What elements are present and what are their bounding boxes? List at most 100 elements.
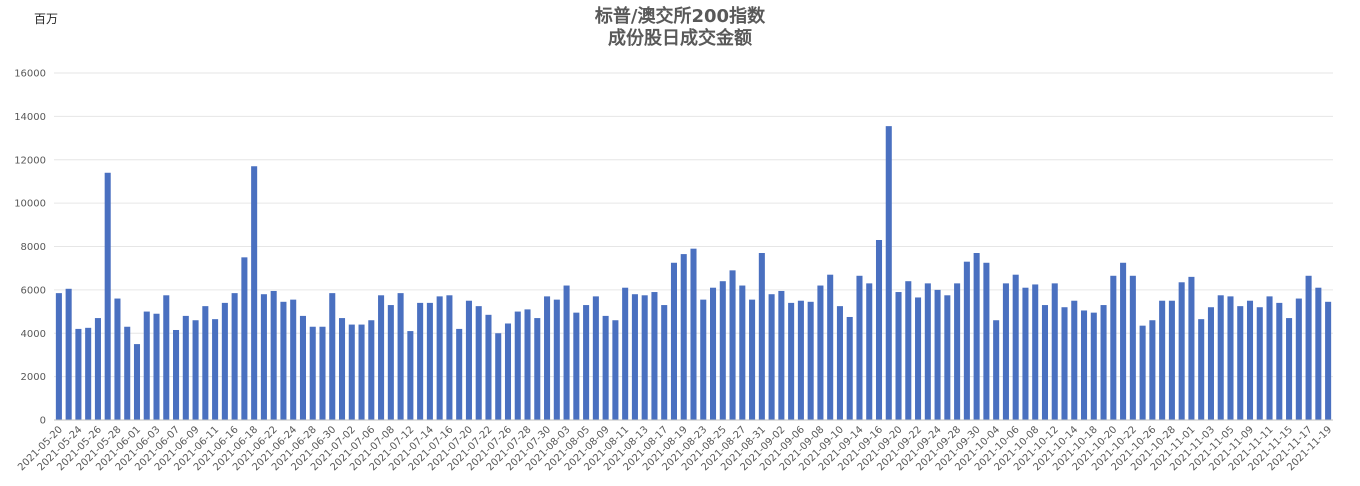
- bar-2021-09-02: [778, 290, 785, 420]
- bar-2021-08-27: [739, 285, 746, 420]
- bar-2021-11-08: [1237, 306, 1244, 420]
- bar-2021-11-11: [1266, 296, 1273, 420]
- bar-2021-08-06: [592, 296, 599, 420]
- bar-2021-09-09: [827, 274, 834, 420]
- bar-2021-11-05: [1227, 296, 1234, 420]
- bar-2021-09-21: [905, 281, 912, 420]
- bar-2021-08-05: [583, 305, 590, 420]
- bar-2021-07-08: [387, 305, 394, 420]
- bar-2021-07-21: [475, 306, 482, 420]
- bar-2021-06-07: [173, 329, 180, 420]
- bar-2021-07-29: [534, 318, 541, 420]
- bar-2021-11-03: [1207, 307, 1214, 420]
- bar-2021-07-27: [514, 311, 521, 420]
- bar-2021-10-27: [1159, 300, 1166, 420]
- bar-2021-08-02: [553, 299, 560, 420]
- y-tick-label: 8000: [21, 242, 46, 253]
- bar-2021-09-03: [788, 302, 795, 420]
- bar-2021-06-18: [251, 166, 258, 420]
- bar-2021-05-25: [85, 327, 92, 420]
- bar-2021-09-14: [856, 275, 863, 420]
- bar-2021-06-11: [212, 319, 219, 420]
- bar-2021-07-30: [544, 296, 551, 420]
- bar-2021-07-06: [368, 320, 375, 420]
- bar-2021-09-17: [885, 126, 892, 421]
- bar-2021-06-17: [241, 257, 248, 420]
- bar-2021-06-03: [153, 313, 160, 420]
- bar-2021-10-20: [1110, 275, 1117, 420]
- bar-2021-07-22: [485, 314, 492, 420]
- y-tick-label: 6000: [21, 285, 46, 296]
- bar-2021-07-16: [446, 295, 453, 420]
- bar-2021-05-21: [65, 288, 72, 420]
- bar-2021-10-15: [1081, 310, 1088, 420]
- bar-2021-08-25: [719, 281, 726, 420]
- bar-2021-07-09: [397, 293, 404, 420]
- bar-2021-11-04: [1217, 295, 1224, 420]
- bar-2021-06-15: [221, 302, 228, 420]
- chart-title-line-1: 标普/澳交所200指数: [594, 6, 766, 27]
- bar-2021-11-16: [1295, 298, 1302, 420]
- bar-2021-05-20: [55, 293, 62, 420]
- x-axis-ticks: 2021-05-202021-05-242021-05-262021-05-28…: [16, 424, 1334, 473]
- bar-2021-07-02: [348, 324, 355, 420]
- bars: [55, 126, 1332, 421]
- bar-2021-06-30: [329, 293, 336, 420]
- y-axis-unit-label: 百万: [34, 12, 59, 26]
- bar-2021-10-14: [1071, 300, 1078, 420]
- bar-2021-10-06: [1012, 274, 1019, 420]
- bar-2021-08-03: [563, 285, 570, 420]
- bar-2021-08-30: [749, 299, 756, 420]
- bar-2021-06-21: [260, 294, 267, 420]
- bar-2021-05-26: [94, 318, 101, 420]
- bar-2021-11-15: [1286, 318, 1293, 420]
- bar-2021-08-19: [680, 254, 687, 420]
- y-tick-label: 14000: [14, 112, 46, 123]
- bar-2021-09-29: [963, 261, 970, 420]
- bar-2021-07-13: [417, 302, 424, 420]
- bar-2021-06-23: [280, 301, 287, 420]
- bar-2021-05-31: [124, 326, 131, 420]
- bar-2021-05-27: [104, 172, 111, 420]
- y-tick-label: 12000: [14, 155, 46, 166]
- bar-2021-08-09: [602, 315, 609, 420]
- bar-2021-10-22: [1129, 275, 1136, 420]
- bar-2021-06-09: [192, 320, 199, 420]
- bar-2021-09-13: [846, 316, 853, 420]
- bar-2021-07-14: [426, 302, 433, 420]
- bar-2021-11-17: [1305, 275, 1312, 420]
- bar-2021-11-18: [1315, 287, 1322, 420]
- bar-2021-11-10: [1256, 307, 1263, 420]
- y-axis-ticks: 0 2000 4000 6000 8000 10000 12000 14000 16000: [14, 69, 46, 427]
- bar-2021-10-01: [983, 262, 990, 420]
- bar-2021-09-06: [797, 300, 804, 420]
- bar-2021-08-11: [622, 287, 629, 420]
- bar-2021-08-17: [661, 305, 668, 420]
- bar-2021-11-02: [1198, 319, 1205, 420]
- bar-2021-08-13: [641, 295, 648, 420]
- bar-2021-11-19: [1325, 301, 1332, 420]
- bar-2021-09-24: [934, 289, 941, 420]
- bar-2021-07-28: [524, 309, 531, 420]
- bar-2021-10-29: [1178, 282, 1185, 420]
- bar-2021-10-11: [1041, 305, 1049, 420]
- bar-2021-11-12: [1276, 302, 1283, 420]
- bar-2021-10-05: [1002, 283, 1009, 420]
- bar-2021-07-26: [504, 323, 512, 420]
- bar-2021-08-24: [710, 287, 717, 420]
- bar-2021-06-24: [290, 299, 297, 420]
- bar-2021-05-28: [114, 298, 121, 420]
- bar-2021-09-07: [807, 301, 814, 420]
- bar-2021-06-16: [231, 293, 238, 420]
- bar-2021-05-24: [75, 328, 82, 420]
- bar-2021-10-19: [1100, 305, 1107, 420]
- bar-2021-10-26: [1149, 320, 1156, 420]
- y-tick-label: 2000: [21, 372, 46, 383]
- bar-2021-07-15: [436, 296, 443, 420]
- bar-2021-09-16: [875, 239, 883, 420]
- bar-2021-06-28: [309, 326, 316, 420]
- bar-2021-07-19: [456, 328, 463, 420]
- bar-2021-08-26: [729, 270, 736, 420]
- bar-2021-09-10: [836, 306, 843, 420]
